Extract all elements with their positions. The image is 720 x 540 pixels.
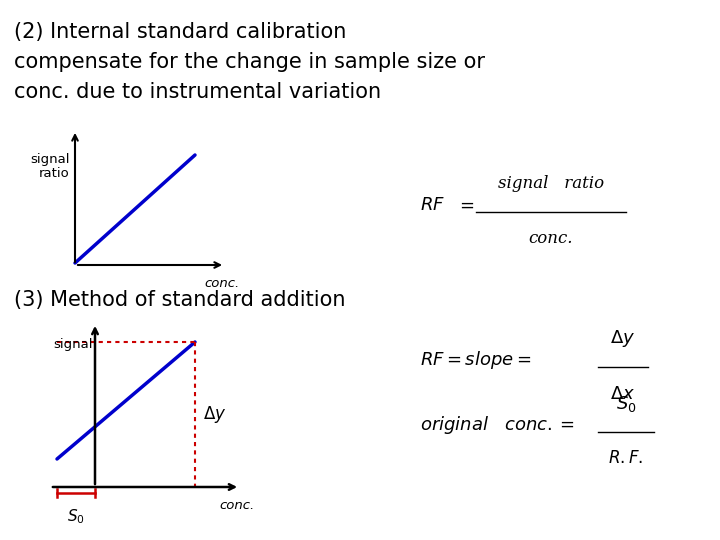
Text: conc.: conc.: [220, 499, 255, 512]
Text: $\Delta x$: $\Delta x$: [611, 385, 636, 403]
Text: conc. due to instrumental variation: conc. due to instrumental variation: [14, 82, 381, 102]
Text: conc.: conc.: [204, 277, 240, 290]
Text: $\Delta y$: $\Delta y$: [611, 328, 636, 349]
Text: $\Delta y$: $\Delta y$: [203, 404, 226, 425]
Text: $S_0$: $S_0$: [67, 507, 85, 526]
Text: $original$   $conc.=$: $original$ $conc.=$: [420, 414, 575, 436]
Text: (3) Method of standard addition: (3) Method of standard addition: [14, 290, 346, 310]
Text: conc.: conc.: [528, 230, 573, 247]
Text: $=$: $=$: [456, 196, 474, 214]
Text: signal: signal: [53, 338, 93, 351]
Text: signal: signal: [30, 153, 70, 166]
Text: ratio: ratio: [40, 167, 70, 180]
Text: $RF = slope = $: $RF = slope = $: [420, 349, 531, 371]
Text: signal   ratio: signal ratio: [498, 175, 604, 192]
Text: $RF$: $RF$: [420, 196, 445, 214]
Text: compensate for the change in sample size or: compensate for the change in sample size…: [14, 52, 485, 72]
Text: $S_0$: $S_0$: [616, 394, 636, 414]
Text: $R.F.$: $R.F.$: [608, 450, 644, 467]
Text: (2) Internal standard calibration: (2) Internal standard calibration: [14, 22, 346, 42]
